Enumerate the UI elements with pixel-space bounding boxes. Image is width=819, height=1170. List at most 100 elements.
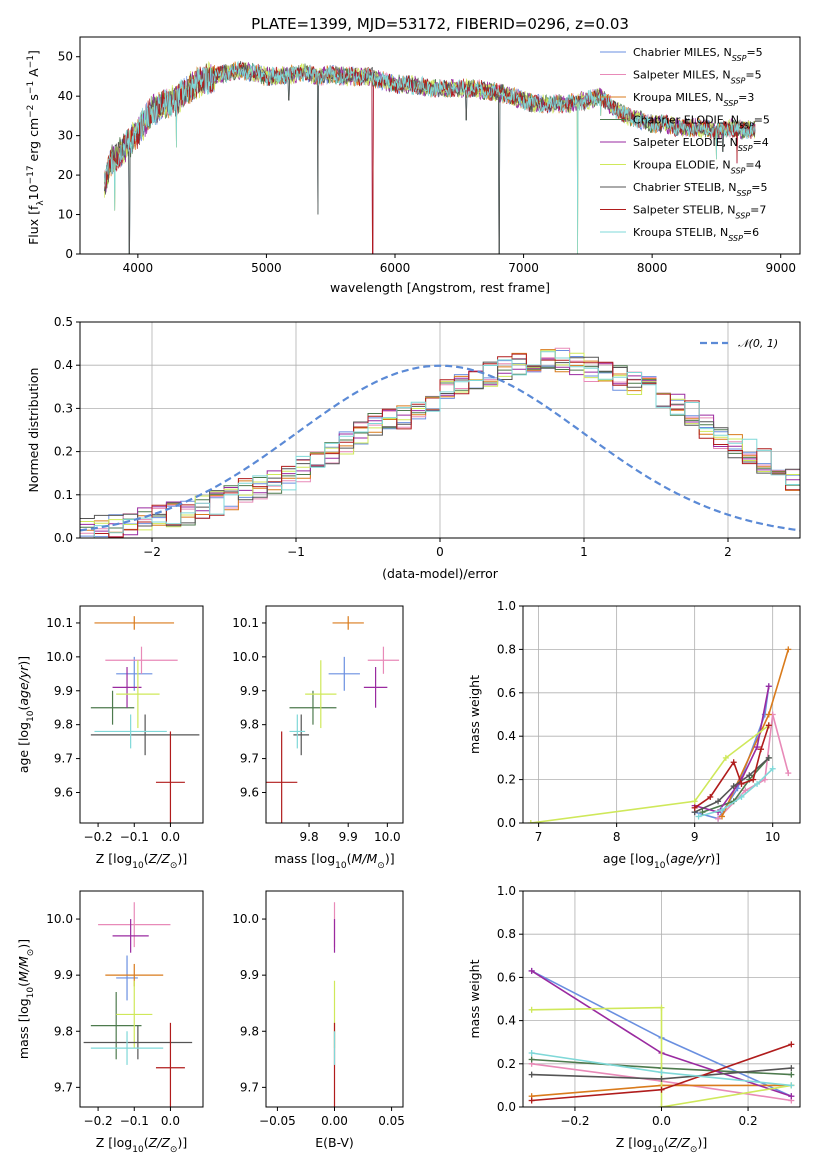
y-tick-label: 0.8 [497,927,516,941]
y-axis-label: Flux [fλ10−17 erg cm−2 s−1 A−1] [26,50,46,245]
plot-area [80,347,800,538]
normal-curve [80,364,800,532]
plot-area [83,902,193,1107]
x-tick-label: 0.0 [161,830,180,844]
figure-title: PLATE=1399, MJD=53172, FIBERID=0296, z=0… [251,15,629,33]
y-tick-label: 50 [58,50,73,64]
y-tick-label: 0.0 [497,816,516,830]
age-vs-Z-axes: −0.2 −0.1 0.0 9.6 9.7 9.8 9.9 10.0 10.1 Z [log10(… [16,605,204,871]
y-tick-label: 0.4 [497,729,516,743]
legend-label: Chabrier STELIB, NSSP=5 [633,181,767,198]
y-tick-label: 0.0 [54,531,73,545]
x-axis-label: Z [log10(Z/Z⊙)] [96,851,187,871]
legend: Chabrier MILES, NSSP=5 Salpeter MILES, NS… [600,46,770,243]
y-tick-label: 9.8 [240,1024,259,1038]
x-axis-label: age [log10(age/yr)] [603,851,720,871]
y-tick-label: 10 [58,208,73,222]
y-tick-label: 9.8 [54,1024,73,1038]
x-tick-label: 0.0 [161,1114,180,1128]
y-tick-label: 0.8 [497,642,516,656]
spectrum-axes: 4000 5000 6000 7000 8000 9000 0 10 20 30 40 50 wavel… [26,36,801,295]
y-tick-label: 1.0 [497,884,516,898]
x-tick-label: −0.2 [84,830,113,844]
plot-area [527,646,792,823]
x-tick-label: 0.0 [652,1114,671,1128]
y-tick-label: 0 [65,247,73,261]
y-axis-label: mass [log10(M/M⊙)] [16,939,36,1059]
axes-frame [79,36,801,255]
y-tick-label: 9.7 [240,752,259,766]
y-tick-label: 10.0 [46,650,73,664]
y-tick-label: 0.1 [54,488,73,502]
y-tick-label: 9.7 [240,1080,259,1094]
mass-weight-age-axes: 7 8 9 10 0.0 0.2 0.4 0.6 0.8 1.0 age [log10(age/yr… [467,599,801,871]
y-tick-label: 9.9 [240,684,259,698]
legend-label: Salpeter ELODIE, NSSP=4 [633,136,769,153]
x-tick-label: 0 [436,545,444,559]
x-tick-label: 8 [613,830,621,844]
x-tick-label: −0.2 [560,1114,589,1128]
legend-label: Salpeter MILES, NSSP=5 [633,69,762,86]
axes-frame [79,605,204,824]
y-tick-label: 0.2 [497,1057,516,1071]
x-tick-label: 1 [580,545,588,559]
axes-frame [522,605,801,824]
y-tick-label: 9.6 [54,785,73,799]
x-tick-label: 9000 [765,261,796,275]
y-tick-label: 10.1 [46,616,73,630]
x-tick-label: 10.0 [374,830,401,844]
y-tick-label: 9.8 [54,718,73,732]
legend-label: Kroupa MILES, NSSP=3 [633,91,754,108]
y-tick-label: 10.0 [46,912,73,926]
series-line [530,724,770,823]
legend-label: Kroupa ELODIE, NSSP=4 [633,159,762,176]
x-tick-label: 6000 [380,261,411,275]
y-tick-label: 0.4 [54,358,73,372]
legend-label: Salpeter STELIB, NSSP=7 [633,204,766,221]
x-tick-label: −0.1 [120,1114,149,1128]
y-tick-label: 0.0 [497,1100,516,1114]
histogram-axes: −2 −1 0 1 2 0.0 0.1 0.2 0.3 0.4 0.5 𝒩(0, 1) (data-mo… [26,315,801,581]
legend-label: Chabrier MILES, NSSP=5 [633,46,763,63]
x-tick-label: 0.00 [321,1114,348,1128]
legend-label: Chabrier ELODIE, NSSP=5 [633,114,770,131]
mass-vs-ebv-axes: −0.05 0.00 0.05 9.7 9.8 9.9 10.0 E(B-V) [232,890,405,1150]
x-tick-label: 7000 [508,261,539,275]
y-tick-label: 40 [58,89,73,103]
y-tick-label: 30 [58,129,73,143]
x-tick-label: 4000 [123,261,154,275]
plot-area [104,60,756,254]
y-tick-label: 10.0 [232,650,259,664]
age-vs-mass-axes: 9.8 9.9 10.0 9.6 9.7 9.8 9.9 10.0 10.1 mass [log1… [232,605,404,871]
y-tick-label: 20 [58,168,73,182]
y-axis-label: Normed distribution [26,368,41,493]
histogram-step [80,351,800,538]
y-tick-label: 9.9 [54,684,73,698]
x-tick-label: −0.1 [120,830,149,844]
plot-area [528,967,795,1107]
mass-weight-Z-axes: −0.2 0.0 0.2 0.0 0.2 0.4 0.6 0.8 1.0 Z [log10(Z/Z… [467,884,801,1155]
y-tick-label: 9.7 [54,752,73,766]
x-tick-label: 5000 [251,261,282,275]
y-tick-label: 10.0 [232,912,259,926]
y-tick-label: 9.9 [54,968,73,982]
y-tick-label: 0.6 [497,686,516,700]
plot-area [90,616,200,823]
y-tick-label: 10.1 [232,616,259,630]
spectrum-line [104,60,756,254]
x-tick-label: 9 [691,830,699,844]
x-axis-label: mass [log10(M/M⊙)] [274,851,394,871]
x-axis-label: Z [log10(Z/Z⊙)] [616,1135,707,1155]
y-tick-label: 0.5 [54,315,73,329]
x-tick-label: 0.05 [378,1114,405,1128]
x-tick-label: 0.2 [739,1114,758,1128]
x-tick-label: 2 [724,545,732,559]
y-axis-label: age [log10(age/yr)] [16,656,36,773]
y-tick-label: 9.8 [240,718,259,732]
x-axis-label: wavelength [Angstrom, rest frame] [330,280,550,295]
x-tick-label: −1 [287,545,305,559]
x-tick-label: 9.9 [339,830,358,844]
y-tick-label: 9.7 [54,1080,73,1094]
y-tick-label: 9.9 [240,968,259,982]
